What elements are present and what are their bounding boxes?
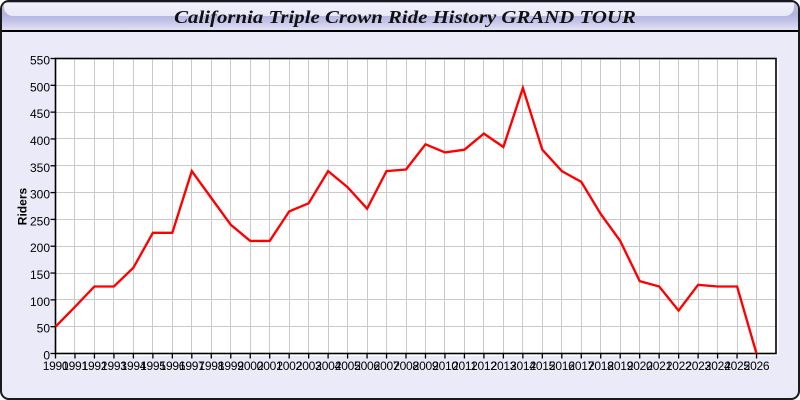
svg-text:150: 150	[30, 268, 50, 282]
svg-text:1992: 1992	[82, 359, 108, 373]
svg-text:2026: 2026	[744, 359, 770, 373]
svg-text:400: 400	[30, 134, 50, 148]
svg-text:2000: 2000	[237, 359, 263, 373]
svg-text:2008: 2008	[393, 359, 419, 373]
svg-text:100: 100	[30, 295, 50, 309]
svg-text:50: 50	[37, 322, 51, 336]
svg-text:1994: 1994	[121, 359, 147, 373]
svg-text:2023: 2023	[685, 359, 711, 373]
svg-text:300: 300	[30, 188, 50, 202]
svg-text:2002: 2002	[276, 359, 302, 373]
svg-text:2012: 2012	[471, 359, 497, 373]
svg-text:500: 500	[30, 80, 50, 94]
svg-text:2003: 2003	[296, 359, 322, 373]
svg-text:450: 450	[30, 107, 50, 121]
svg-text:2011: 2011	[452, 359, 477, 373]
svg-text:2005: 2005	[335, 359, 361, 373]
svg-text:1993: 1993	[101, 359, 127, 373]
svg-text:350: 350	[30, 161, 50, 175]
svg-text:2009: 2009	[413, 359, 439, 373]
svg-text:2019: 2019	[607, 359, 633, 373]
svg-text:2025: 2025	[724, 359, 750, 373]
svg-text:200: 200	[30, 241, 50, 255]
svg-text:2014: 2014	[510, 359, 536, 373]
svg-text:1998: 1998	[199, 359, 225, 373]
svg-text:1990: 1990	[43, 359, 69, 373]
svg-text:2015: 2015	[530, 359, 556, 373]
svg-text:2007: 2007	[374, 359, 400, 373]
svg-text:2004: 2004	[315, 359, 341, 373]
svg-text:0: 0	[43, 349, 50, 363]
svg-text:2024: 2024	[705, 359, 731, 373]
svg-text:2013: 2013	[491, 359, 517, 373]
svg-text:1996: 1996	[160, 359, 186, 373]
svg-text:1999: 1999	[218, 359, 244, 373]
svg-text:2020: 2020	[627, 359, 653, 373]
svg-text:1997: 1997	[179, 359, 205, 373]
svg-text:2017: 2017	[569, 359, 595, 373]
svg-text:250: 250	[30, 214, 50, 228]
svg-text:550: 550	[30, 54, 50, 68]
svg-text:2001: 2001	[257, 359, 283, 373]
svg-text:2021: 2021	[646, 359, 672, 373]
svg-text:1991: 1991	[62, 359, 88, 373]
svg-text:Riders: Riders	[16, 188, 30, 226]
svg-text:2006: 2006	[354, 359, 380, 373]
svg-text:1995: 1995	[140, 359, 166, 373]
svg-text:2016: 2016	[549, 359, 575, 373]
svg-text:2010: 2010	[432, 359, 458, 373]
svg-text:2022: 2022	[666, 359, 692, 373]
svg-text:2018: 2018	[588, 359, 614, 373]
